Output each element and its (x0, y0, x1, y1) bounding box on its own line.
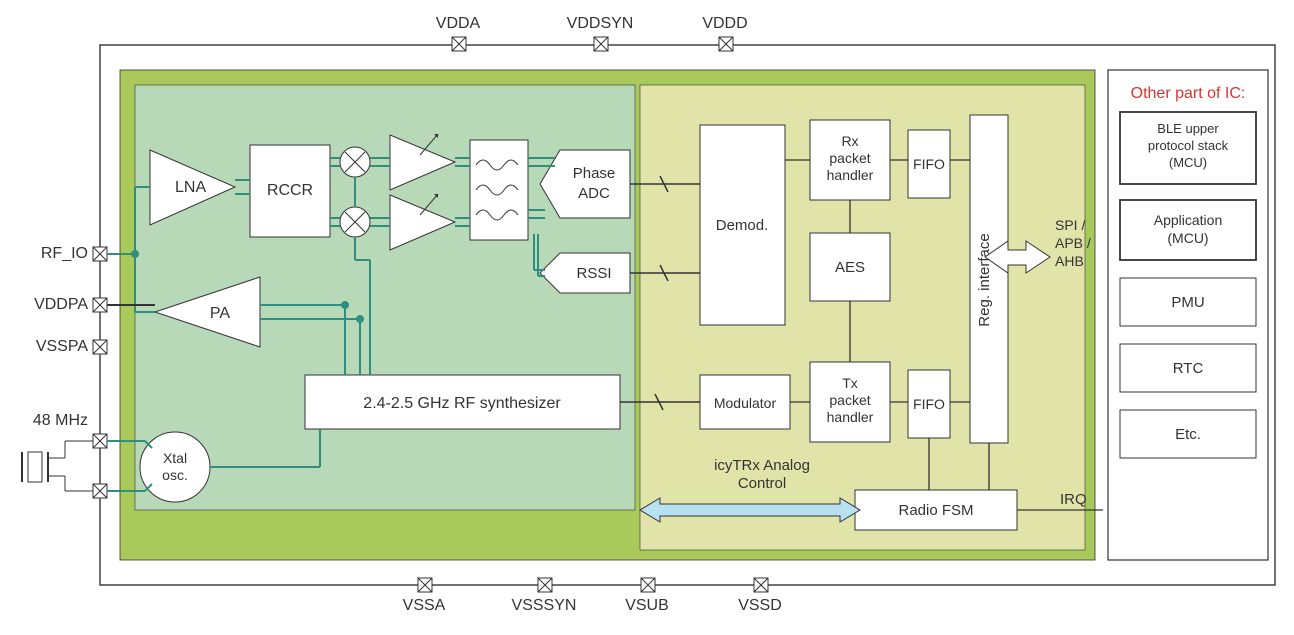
svg-text:packet: packet (829, 150, 870, 166)
label-48mhz: 48 MHz (33, 412, 88, 429)
block-filter (470, 140, 528, 240)
demod-label: Demod. (716, 217, 769, 234)
radiofsm-label: Radio FSM (898, 502, 973, 519)
pin-vsub: VSUB (625, 597, 669, 614)
pin-vddpa: VDDPA (34, 296, 88, 313)
pin-vdda: VDDA (436, 15, 481, 32)
analog-ctrl-label-2: Control (738, 475, 786, 492)
svg-text:AHB: AHB (1055, 253, 1084, 269)
pin-rfio: RF_IO (41, 245, 88, 262)
rssi-label: RSSI (576, 265, 611, 282)
svg-text:(MCU): (MCU) (1169, 155, 1207, 170)
rccr-label: RCCR (267, 182, 313, 199)
regif-label: Reg. interface (976, 233, 993, 326)
svg-text:SPI /: SPI / (1055, 217, 1085, 233)
left-pins: RF_IO VDDPA VSSPA (34, 245, 107, 355)
svg-text:Tx: Tx (842, 375, 858, 391)
modulator-label: Modulator (714, 395, 777, 411)
svg-text:Rx: Rx (841, 133, 858, 149)
synth-label: 2.4-2.5 GHz RF synthesizer (363, 395, 561, 412)
svg-text:ADC: ADC (578, 185, 610, 202)
block-phase-adc (540, 150, 630, 218)
fifo2-label: FIFO (913, 396, 945, 412)
bottom-pins: VSSA VSSSYN VSUB VSSD (403, 578, 782, 614)
svg-text:BLE upper: BLE upper (1157, 121, 1219, 136)
svg-text:protocol stack: protocol stack (1148, 138, 1229, 153)
pin-vddd: VDDD (702, 15, 747, 32)
svg-text:Xtal: Xtal (163, 450, 187, 466)
svg-text:packet: packet (829, 392, 870, 408)
svg-text:Phase: Phase (573, 165, 616, 182)
block-diagram: VDDA VDDSYN VDDD VSSA VSSSYN VSUB VSSD R… (0, 0, 1294, 635)
pin-vddsyn: VDDSYN (567, 15, 634, 32)
svg-text:osc.: osc. (162, 467, 188, 483)
pa-label: PA (210, 305, 230, 322)
other-title: Other part of IC: (1131, 85, 1246, 102)
svg-text:handler: handler (827, 167, 874, 183)
analog-ctrl-label-1: icyTRx Analog (714, 457, 810, 474)
aes-label: AES (835, 259, 865, 276)
svg-text:Application: Application (1154, 212, 1223, 228)
svg-text:handler: handler (827, 409, 874, 425)
pin-vssa: VSSA (403, 597, 446, 614)
lna-label: LNA (175, 179, 206, 196)
svg-text:APB /: APB / (1055, 235, 1091, 251)
irq-label: IRQ (1060, 491, 1087, 508)
pin-vsssyn: VSSSYN (512, 597, 577, 614)
etc-label: Etc. (1175, 426, 1201, 443)
rtc-label: RTC (1173, 360, 1204, 377)
pmu-label: PMU (1171, 294, 1204, 311)
crystal-symbol: 48 MHz (22, 412, 107, 498)
pin-vssd: VSSD (738, 597, 782, 614)
svg-text:(MCU): (MCU) (1167, 230, 1208, 246)
fifo1-label: FIFO (913, 156, 945, 172)
pin-vsspa: VSSPA (36, 338, 89, 355)
